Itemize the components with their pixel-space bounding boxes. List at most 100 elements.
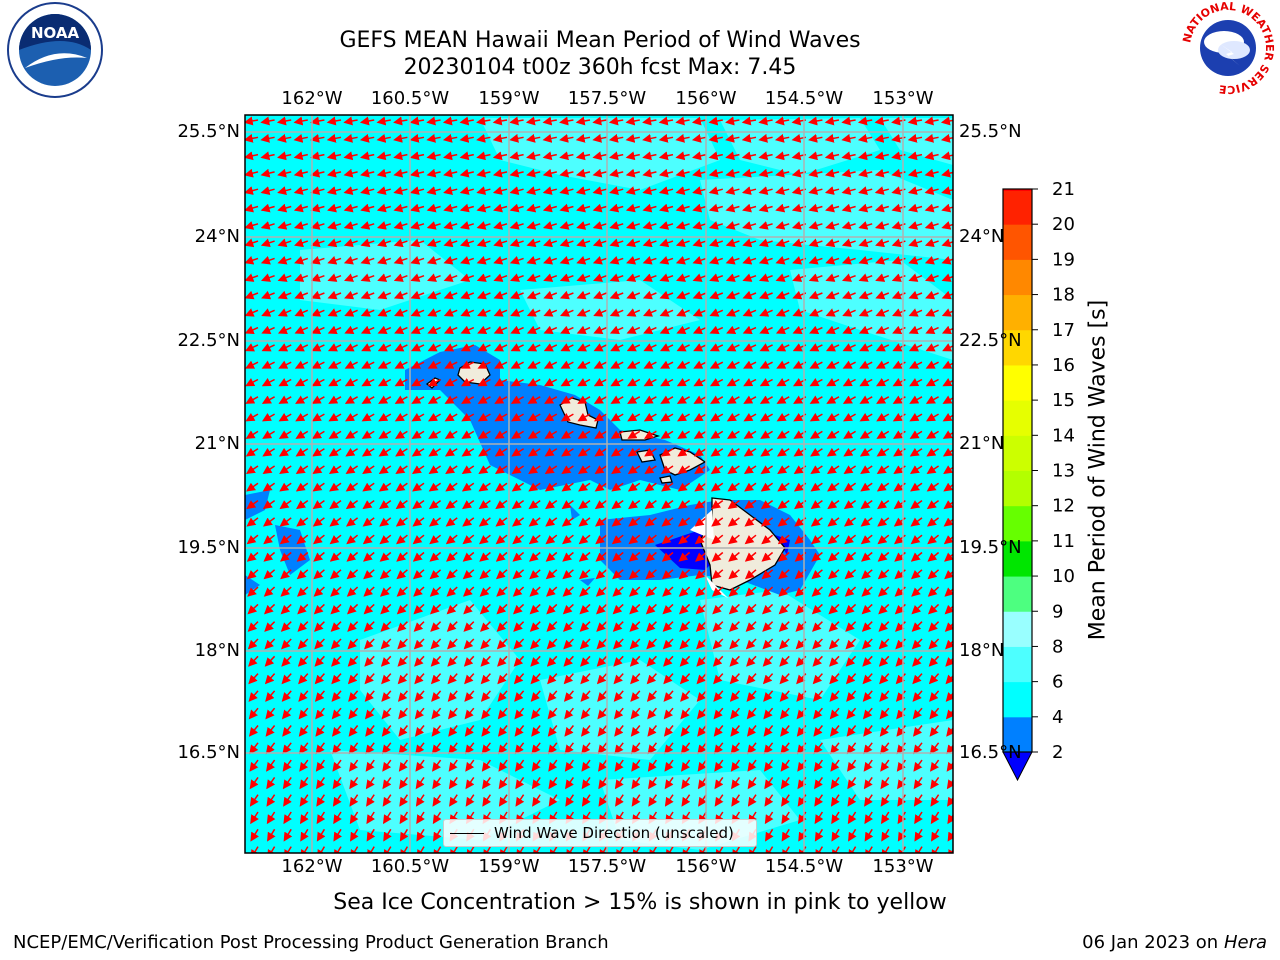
wave-direction-arrow xyxy=(377,308,392,317)
wave-direction-arrow xyxy=(625,133,640,143)
legend-label: Wind Wave Direction (unscaled) xyxy=(494,824,734,842)
wave-direction-arrow xyxy=(410,343,425,352)
wave-direction-arrow xyxy=(559,203,574,213)
wave-direction-arrow xyxy=(759,343,773,352)
wave-direction-arrow xyxy=(245,255,259,265)
wave-direction-arrow xyxy=(942,360,953,369)
wave-direction-arrow xyxy=(907,133,923,143)
wave-direction-arrow xyxy=(676,325,690,334)
wave-direction-arrow xyxy=(542,203,558,213)
wave-direction-arrow xyxy=(326,116,342,126)
wave-direction-arrow xyxy=(691,133,707,143)
lat-tick-right: 21°N xyxy=(959,433,1005,454)
colorbar-segment xyxy=(1003,435,1032,471)
wave-direction-arrow xyxy=(443,255,458,265)
lat-tick-left: 18°N xyxy=(194,640,240,661)
wave-direction-arrow xyxy=(527,343,541,352)
wave-direction-arrow xyxy=(393,255,408,265)
wave-direction-arrow xyxy=(593,290,607,300)
wave-direction-arrow xyxy=(327,290,342,300)
wave-direction-arrow xyxy=(941,255,953,265)
colorbar-tick-label: 19 xyxy=(1052,249,1075,270)
wave-direction-arrow xyxy=(592,116,607,126)
wave-direction-arrow xyxy=(577,378,591,387)
lat-tick-right: 25.5°N xyxy=(959,121,1022,142)
wave-direction-arrow xyxy=(542,133,557,143)
wave-direction-arrow xyxy=(874,151,889,161)
wave-direction-arrow xyxy=(759,308,773,317)
colorbar-tick-label: 6 xyxy=(1052,672,1063,693)
wave-direction-arrow xyxy=(825,203,840,213)
wave-direction-arrow xyxy=(344,290,358,300)
wave-direction-arrow xyxy=(311,308,325,317)
wave-direction-arrow xyxy=(560,325,574,334)
colorbar-tick-label: 14 xyxy=(1052,425,1075,446)
wave-direction-arrow xyxy=(509,238,524,248)
wave-direction-arrow xyxy=(277,186,292,195)
wave-direction-arrow xyxy=(825,308,840,317)
wave-direction-arrow xyxy=(293,133,308,143)
wave-direction-arrow xyxy=(543,325,558,334)
wave-direction-arrow xyxy=(708,168,723,178)
wave-direction-arrow xyxy=(659,290,674,300)
wave-direction-arrow xyxy=(343,203,358,213)
wave-direction-arrow xyxy=(809,378,823,387)
wave-direction-arrow xyxy=(277,255,292,265)
wave-direction-arrow xyxy=(592,168,607,178)
wave-direction-arrow xyxy=(526,168,541,178)
wave-direction-arrow xyxy=(924,203,939,213)
wave-direction-arrow xyxy=(476,186,491,195)
wave-direction-arrow xyxy=(427,343,441,352)
wave-direction-arrow xyxy=(276,133,292,143)
wave-direction-arrow xyxy=(741,186,757,195)
wave-direction-arrow xyxy=(543,360,558,369)
wave-direction-arrow xyxy=(361,378,375,387)
wave-direction-arrow xyxy=(277,308,292,317)
wave-direction-arrow xyxy=(277,273,292,282)
wave-direction-arrow xyxy=(576,203,591,213)
wave-direction-arrow xyxy=(858,325,873,334)
wave-direction-arrow xyxy=(442,133,458,143)
wave-direction-arrow xyxy=(411,378,425,387)
wave-direction-arrow xyxy=(924,133,939,143)
colorbar-segment xyxy=(1003,259,1032,296)
wave-direction-arrow xyxy=(609,203,624,213)
wave-direction-arrow xyxy=(343,273,358,282)
wave-direction-arrow xyxy=(659,221,674,230)
wave-direction-arrow xyxy=(245,133,259,143)
wave-direction-arrow xyxy=(360,151,375,161)
wave-direction-arrow xyxy=(908,273,923,282)
wave-direction-arrow xyxy=(693,378,707,387)
wave-direction-arrow xyxy=(310,186,325,195)
wave-direction-arrow xyxy=(559,116,574,126)
wave-direction-arrow xyxy=(327,325,342,334)
wave-direction-arrow xyxy=(875,308,890,317)
wave-direction-arrow xyxy=(907,116,923,126)
wave-direction-arrow xyxy=(409,133,425,143)
wave-direction-arrow xyxy=(808,273,823,282)
wave-direction-arrow xyxy=(643,343,657,352)
wave-direction-arrow xyxy=(377,343,392,352)
wave-direction-arrow xyxy=(293,151,308,161)
wave-direction-arrow xyxy=(675,116,690,126)
wave-direction-arrow xyxy=(858,203,873,213)
wave-direction-arrow xyxy=(758,238,773,248)
wave-direction-arrow xyxy=(410,290,425,300)
wave-direction-arrow xyxy=(742,221,757,230)
wave-direction-arrow xyxy=(360,308,375,317)
wave-direction-arrow xyxy=(327,255,342,265)
lat-tick-left: 24°N xyxy=(194,226,240,247)
wave-direction-arrow xyxy=(460,255,475,265)
wave-direction-arrow xyxy=(245,325,259,334)
colorbar-tick-label: 10 xyxy=(1052,566,1075,587)
wave-direction-arrow xyxy=(692,203,707,213)
nws-logo: NATIONAL WEATHER SERVICE xyxy=(1180,0,1276,96)
wave-direction-arrow xyxy=(626,343,641,352)
wave-direction-arrow xyxy=(692,151,707,161)
wave-direction-arrow xyxy=(293,116,308,126)
wave-direction-arrow xyxy=(941,308,953,317)
wave-direction-arrow xyxy=(825,221,840,230)
wave-direction-arrow xyxy=(327,203,342,213)
chart-title: GEFS MEAN Hawaii Mean Period of Wind Wav… xyxy=(339,28,861,53)
